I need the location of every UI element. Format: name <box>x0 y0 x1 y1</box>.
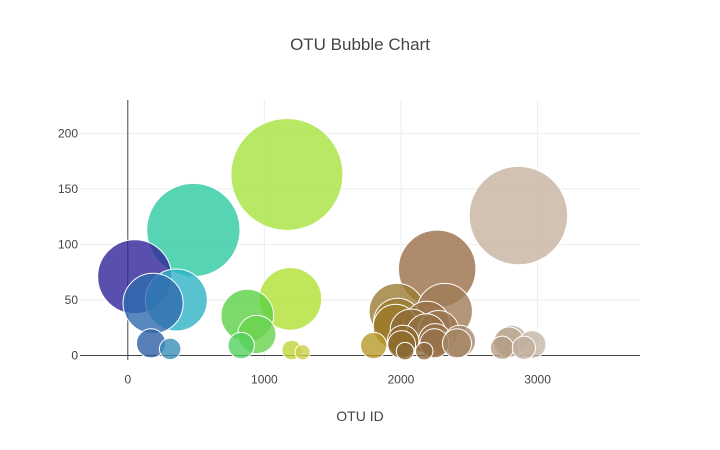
bubble-point <box>230 117 344 231</box>
x-tick-label: 3000 <box>524 373 551 387</box>
tick-labels: 0 1000 2000 3000 0 50 100 150 200 <box>58 126 551 386</box>
bubble-point <box>359 331 388 360</box>
bubble-point <box>227 331 255 360</box>
bubble-point <box>468 165 569 266</box>
data-points <box>97 117 569 361</box>
y-tick-label: 100 <box>58 237 78 251</box>
y-tick-label: 200 <box>58 126 78 140</box>
x-tick-label: 0 <box>124 373 131 387</box>
bubble-point <box>489 335 515 360</box>
bubble-point <box>511 335 537 360</box>
x-tick-label: 1000 <box>251 373 278 387</box>
y-tick-label: 0 <box>71 349 78 363</box>
x-tick-label: 2000 <box>388 373 415 387</box>
bubble-point <box>441 328 473 359</box>
bubble-point <box>294 344 311 361</box>
chart-title: OTU Bubble Chart <box>290 35 430 54</box>
bubble-point <box>414 341 434 361</box>
bubble-point <box>122 272 184 334</box>
y-tick-label: 50 <box>65 293 79 307</box>
x-axis-title: OTU ID <box>336 408 383 424</box>
bubble-point <box>395 341 415 361</box>
bubble-point <box>158 337 182 361</box>
y-tick-label: 150 <box>58 182 78 196</box>
